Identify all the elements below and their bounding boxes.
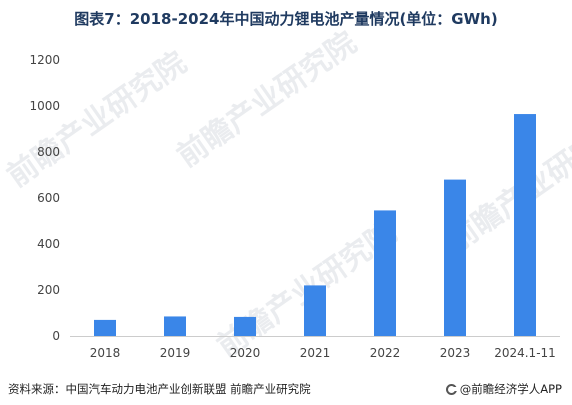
- bar: [94, 319, 116, 336]
- x-tick-label: 2024.1-11: [494, 346, 556, 360]
- bar: [444, 179, 466, 336]
- source-note: 资料来源：中国汽车动力电池产业创新联盟 前瞻产业研究院: [8, 382, 311, 396]
- x-axis-ticks: 2018 2019 2020 2021 2022 2023 2024.1-11: [90, 346, 556, 360]
- bar: [234, 316, 256, 336]
- x-tick-label: 2023: [440, 346, 471, 360]
- bar: [514, 114, 536, 336]
- bar: [374, 210, 396, 336]
- y-axis-ticks: 0 200 400 600 800 1000 1200: [29, 53, 60, 343]
- x-tick-label: 2022: [370, 346, 401, 360]
- y-tick-label: 200: [37, 283, 60, 297]
- bar: [164, 316, 186, 336]
- brand-credit: @前瞻经济学人APP: [445, 381, 562, 397]
- x-tick-label: 2018: [90, 346, 121, 360]
- x-tick-label: 2021: [300, 346, 331, 360]
- y-tick-label: 1000: [29, 99, 60, 113]
- brand-logo-icon: [445, 383, 457, 395]
- brand-text: @前瞻经济学人APP: [459, 382, 562, 396]
- y-tick-label: 1200: [29, 53, 60, 67]
- bars: [94, 114, 536, 336]
- x-tick-label: 2020: [230, 346, 261, 360]
- chart-title: 图表7：2018-2024年中国动力锂电池产量情况(单位：GWh): [74, 10, 498, 28]
- x-tick-label: 2019: [160, 346, 191, 360]
- y-tick-label: 400: [37, 237, 60, 251]
- y-tick-label: 0: [52, 329, 60, 343]
- y-tick-label: 800: [37, 145, 60, 159]
- bar: [304, 285, 326, 336]
- y-tick-label: 600: [37, 191, 60, 205]
